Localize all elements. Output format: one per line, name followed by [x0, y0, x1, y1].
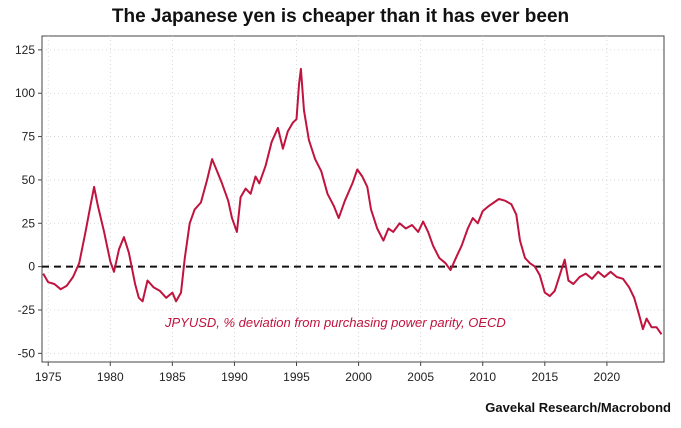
y-tick-label: 100	[15, 86, 35, 100]
y-tick-label: 0	[28, 260, 35, 274]
x-tick-label: 1980	[97, 370, 124, 384]
source-credit: Gavekal Research/Macrobond	[485, 400, 671, 415]
x-axis: 1975 1980 1985 1990 1995 2000 2005 2010 2015 2020	[35, 362, 621, 384]
series-label: JPYUSD, % deviation from purchasing powe…	[164, 315, 506, 330]
y-tick-label: 75	[22, 130, 36, 144]
x-tick-label: 2020	[594, 370, 621, 384]
y-tick-label: 50	[22, 173, 36, 187]
series-line-jpyusd	[42, 67, 663, 335]
x-tick-label: 1975	[35, 370, 62, 384]
x-tick-label: 2015	[531, 370, 558, 384]
x-tick-label: 2005	[407, 370, 434, 384]
y-tick-label: 25	[22, 216, 36, 230]
x-tick-label: 1985	[159, 370, 186, 384]
x-tick-label: 1990	[221, 370, 248, 384]
grid	[42, 36, 664, 362]
y-tick-label: -25	[18, 303, 36, 317]
x-tick-label: 1995	[283, 370, 310, 384]
y-tick-label: -50	[18, 346, 36, 360]
x-tick-label: 2010	[469, 370, 496, 384]
y-tick-label: 125	[15, 43, 35, 57]
chart-title: The Japanese yen is cheaper than it has …	[111, 6, 570, 27]
plot-area	[41, 35, 665, 363]
y-axis: 125 100 75 50 25 0 -25 -50	[15, 43, 42, 360]
x-tick-label: 2000	[345, 370, 372, 384]
